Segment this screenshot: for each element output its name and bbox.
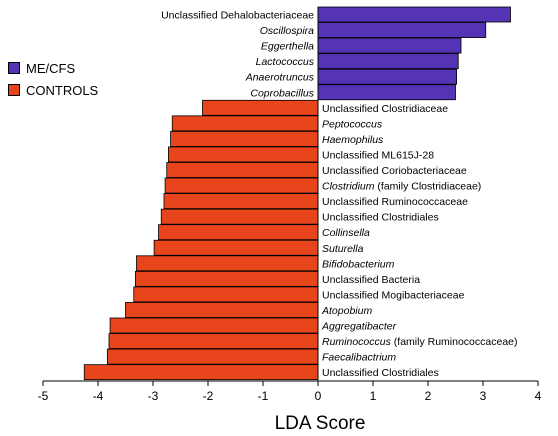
bar	[317, 84, 456, 101]
bar	[317, 37, 462, 54]
bar-label: Bifidobacterium	[322, 258, 395, 270]
bar-label: Unclassified Bacteria	[322, 274, 420, 286]
bar	[317, 6, 511, 23]
legend-swatch-controls	[8, 84, 20, 96]
bar-label: Unclassified Clostridiales	[322, 367, 439, 379]
bar-label: Aggregatibacter	[321, 321, 397, 333]
x-tick-label: -5	[38, 389, 49, 403]
x-tick-label: 4	[535, 389, 542, 403]
bar-label: Anaerotruncus	[245, 72, 315, 84]
x-axis-label: LDA Score	[275, 413, 366, 434]
bar-label: Unclassified Clostridiaceae	[322, 103, 448, 115]
x-tick-label: 1	[370, 389, 377, 403]
x-tick-label: 0	[315, 389, 322, 403]
bar-label: Unclassified Coriobacteriaceae	[322, 165, 467, 177]
bar-label: Collinsella	[322, 227, 370, 239]
bar-label: Eggerthella	[261, 41, 314, 53]
bar	[171, 115, 319, 132]
bar-label: Faecalibactrium	[322, 352, 396, 364]
bar	[160, 208, 319, 225]
bar	[109, 317, 319, 334]
bar-label: Oscillospira	[260, 25, 314, 37]
bar-label: Unclassified ML615J-28	[322, 149, 434, 161]
legend-swatch-me-cfs	[8, 62, 20, 74]
bar	[133, 286, 319, 303]
bar	[202, 99, 319, 116]
bar-label: Atopobium	[321, 305, 372, 317]
bar	[134, 270, 319, 287]
x-tick-label: -2	[203, 389, 214, 403]
x-axis: -5 -4 -3 -2 -1 0 1 2 3 4	[38, 7, 542, 403]
bar	[106, 348, 319, 365]
bar-label: Clostridium (family Clostridiaceae)	[322, 181, 481, 193]
bar	[83, 364, 319, 381]
bar-label: Coprobacillus	[250, 87, 314, 99]
bar-label: Lactococcus	[256, 56, 315, 68]
legend-label-controls: CONTROLS	[26, 82, 99, 98]
x-tick-label: 3	[480, 389, 487, 403]
bar	[136, 255, 319, 272]
bar-label: Unclassified Clostridiales	[322, 212, 439, 224]
bar	[317, 22, 487, 38]
bar	[166, 162, 319, 178]
bar	[170, 130, 319, 147]
bar	[317, 53, 459, 70]
legend-label-me-cfs: ME/CFS	[26, 60, 76, 76]
bar	[167, 146, 319, 163]
bar	[108, 333, 319, 349]
x-tick-label: -3	[148, 389, 159, 403]
bar-label: Suturella	[322, 243, 364, 255]
bar-label: Unclassified Dehalobacteriaceae	[161, 10, 314, 22]
x-tick-label: -4	[93, 389, 104, 403]
bar	[164, 177, 319, 194]
legend-item-me-cfs: ME/CFS	[8, 58, 98, 78]
x-tick-label: -1	[258, 389, 269, 403]
legend-item-controls: CONTROLS	[8, 80, 98, 100]
bar	[153, 239, 319, 256]
bar	[158, 224, 319, 241]
bar-label: Unclassified Ruminococcaceae	[322, 196, 468, 208]
bar	[125, 302, 319, 318]
bars-layer	[83, 6, 511, 381]
x-tick-label: 2	[425, 389, 432, 403]
legend: ME/CFS CONTROLS	[8, 58, 98, 102]
bar-label: Ruminococcus (family Ruminococcaceae)	[322, 336, 518, 348]
bar-label: Haemophilus	[322, 134, 384, 146]
bar	[163, 193, 319, 210]
bar	[317, 68, 458, 85]
bar-labels-layer: Unclassified Dehalobacteriaceae Oscillosp…	[161, 10, 517, 380]
bar-label: Peptococcus	[322, 118, 383, 130]
bar-label: Unclassified Mogibacteriaceae	[322, 289, 465, 301]
